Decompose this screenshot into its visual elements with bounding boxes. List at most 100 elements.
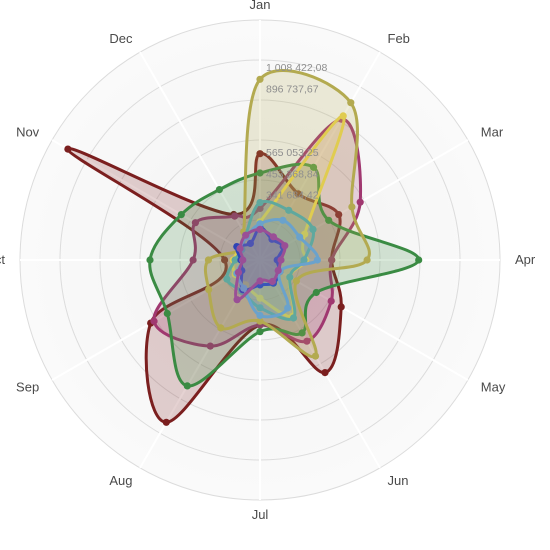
data-point[interactable] [206,342,214,350]
data-point[interactable] [246,239,254,247]
data-point[interactable] [415,256,423,264]
axis-label: Oct [0,252,5,267]
data-point[interactable] [300,256,308,264]
data-point[interactable] [189,256,197,264]
axis-label: May [481,380,506,395]
data-point[interactable] [221,256,229,264]
data-point[interactable] [256,294,264,302]
axis-label-layer: Jan Feb Mar Apr May Jun Jul Aug Sep Oct Nov Dec [0,0,536,522]
data-point[interactable] [233,296,241,304]
series-area[interactable] [66,147,343,424]
data-point[interactable] [321,369,329,377]
data-point[interactable] [348,203,356,211]
data-point[interactable] [146,256,154,264]
data-point[interactable] [256,225,264,233]
data-point[interactable] [256,311,264,320]
data-point[interactable] [242,231,250,239]
data-point[interactable] [256,204,264,212]
radial-tick-label: 341 684,42 [266,190,319,202]
axis-spoke [139,51,261,261]
axis-label: Mar [481,125,504,140]
data-point[interactable] [231,256,239,264]
data-point[interactable] [256,277,264,285]
data-point[interactable] [150,317,158,325]
data-point[interactable] [236,244,244,253]
data-point[interactable] [335,211,343,219]
series-group[interactable] [146,162,423,390]
data-point[interactable] [281,242,289,250]
data-point[interactable] [177,211,185,219]
data-point[interactable] [234,268,243,276]
data-point[interactable] [274,266,282,275]
data-point[interactable] [256,150,264,158]
axis-spoke [51,139,261,261]
axis-label: Feb [388,31,410,46]
data-point[interactable] [64,145,72,153]
data-point[interactable] [356,198,364,206]
data-point[interactable] [327,297,335,305]
radial-tick-label: 565 053,25 [266,147,319,159]
data-point[interactable] [217,324,225,332]
data-point[interactable] [269,233,277,241]
data-point[interactable] [183,382,191,390]
data-point[interactable] [325,216,333,224]
data-point[interactable] [231,212,239,220]
data-point[interactable] [309,163,318,171]
data-point[interactable] [268,277,276,286]
axis-spoke [259,139,469,261]
data-point[interactable] [277,256,285,264]
data-point[interactable] [279,216,287,224]
axis-spoke [139,259,261,469]
radial-tick-label: 453 368,84 [266,168,319,180]
data-point[interactable] [256,304,264,312]
axis-label: Nov [16,125,40,140]
data-point[interactable] [303,337,311,345]
data-point[interactable] [286,273,294,281]
data-point[interactable] [289,314,298,322]
data-point[interactable] [298,329,306,337]
data-point[interactable] [239,256,247,264]
data-point[interactable] [363,256,371,264]
data-point[interactable] [204,256,212,264]
data-point[interactable] [256,220,264,228]
data-point[interactable] [223,275,231,283]
data-point[interactable] [285,206,293,214]
data-point[interactable] [240,284,248,292]
axis-spoke [259,51,381,261]
data-point[interactable] [312,288,320,297]
data-point[interactable] [205,286,213,294]
axis-label: Apr [515,252,536,267]
axis-label: Jul [252,507,269,522]
series-layer [64,69,423,426]
axis-label: Dec [109,31,133,46]
data-point[interactable] [284,304,292,312]
data-point[interactable] [339,112,347,120]
data-point[interactable] [347,99,355,107]
data-point[interactable] [292,277,300,285]
data-point[interactable] [256,199,264,207]
axis-label: Aug [109,473,132,488]
data-point[interactable] [256,328,264,336]
data-point[interactable] [215,186,223,194]
data-point[interactable] [191,219,199,227]
data-point[interactable] [294,190,302,198]
data-point[interactable] [163,309,171,318]
data-point[interactable] [256,169,264,177]
axis-spoke [259,259,381,469]
axis-label: Jun [388,473,409,488]
series-group[interactable] [233,225,289,304]
data-point[interactable] [162,418,170,426]
tick-layer: 1 008 422,08 896 737,67 565 053,25 453 368,… [266,62,327,202]
data-point[interactable] [337,303,345,311]
data-point[interactable] [256,317,264,325]
data-point[interactable] [328,256,336,264]
axis-label: Sep [16,380,39,395]
data-point[interactable] [309,225,317,233]
data-point[interactable] [313,256,321,264]
data-point[interactable] [311,352,320,360]
axis-label: Jan [250,0,271,12]
data-point[interactable] [256,75,264,83]
data-point[interactable] [296,233,304,241]
